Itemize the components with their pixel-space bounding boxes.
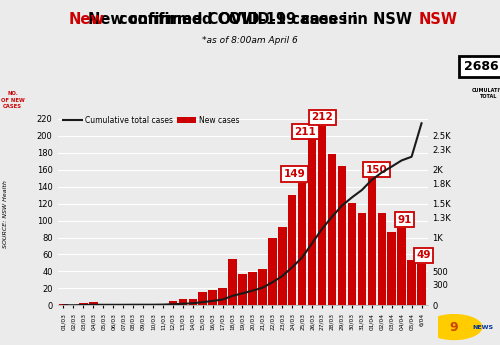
Text: 149: 149 bbox=[284, 169, 305, 179]
Bar bbox=[358, 213, 366, 305]
Text: 211: 211 bbox=[294, 127, 316, 137]
Bar bbox=[158, 304, 167, 305]
Bar bbox=[328, 155, 336, 305]
Bar bbox=[208, 290, 217, 305]
Text: 49: 49 bbox=[416, 250, 431, 260]
Text: NO.
OF NEW
CASES: NO. OF NEW CASES bbox=[0, 91, 24, 109]
Text: 91: 91 bbox=[398, 215, 412, 225]
Bar bbox=[228, 259, 237, 305]
Text: CUMULATIVE
TOTAL: CUMULATIVE TOTAL bbox=[472, 88, 500, 99]
Bar bbox=[288, 195, 296, 305]
Bar bbox=[198, 292, 207, 305]
Bar bbox=[89, 302, 98, 305]
Text: NSW: NSW bbox=[418, 12, 458, 27]
Bar bbox=[178, 299, 187, 305]
Bar bbox=[218, 288, 227, 305]
Bar bbox=[408, 259, 416, 305]
Bar bbox=[188, 298, 197, 305]
Legend: Cumulative total cases, New cases: Cumulative total cases, New cases bbox=[62, 114, 241, 126]
Bar bbox=[318, 126, 326, 305]
Bar bbox=[278, 227, 286, 305]
Text: 212: 212 bbox=[311, 112, 333, 122]
Text: SOURCE: NSW Health: SOURCE: NSW Health bbox=[4, 180, 8, 248]
Bar bbox=[238, 274, 246, 305]
Bar bbox=[79, 303, 88, 305]
Text: NEWS: NEWS bbox=[472, 325, 493, 330]
Bar bbox=[388, 231, 396, 305]
Bar bbox=[348, 203, 356, 305]
Text: New confirmed COVID-19 cases in NSW: New confirmed COVID-19 cases in NSW bbox=[88, 12, 412, 27]
Bar bbox=[378, 213, 386, 305]
Bar bbox=[308, 127, 316, 305]
Bar bbox=[338, 166, 346, 305]
Bar bbox=[298, 183, 306, 305]
Bar bbox=[258, 269, 266, 305]
Text: 2686: 2686 bbox=[464, 60, 498, 73]
Text: New: New bbox=[69, 12, 105, 27]
Bar bbox=[168, 301, 177, 305]
Bar bbox=[368, 178, 376, 305]
Bar bbox=[418, 264, 426, 305]
Text: 150: 150 bbox=[366, 165, 388, 175]
Text: confirmed COVID-19 cases in: confirmed COVID-19 cases in bbox=[119, 12, 358, 27]
Bar bbox=[398, 228, 406, 305]
Text: *as of 8:00am April 6: *as of 8:00am April 6 bbox=[202, 36, 298, 45]
Bar bbox=[268, 237, 276, 305]
Text: 9: 9 bbox=[450, 321, 458, 334]
FancyBboxPatch shape bbox=[426, 314, 482, 340]
Bar bbox=[248, 272, 256, 305]
